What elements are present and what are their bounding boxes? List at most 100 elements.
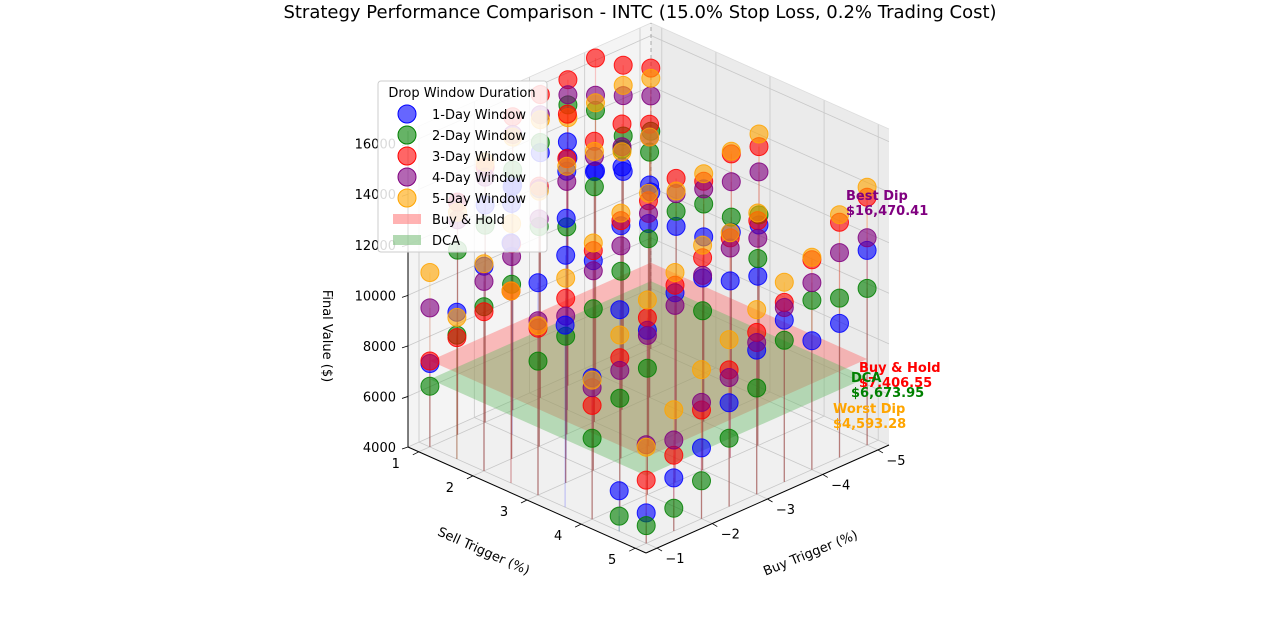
data-point (639, 183, 658, 203)
x-tick-mark (822, 474, 828, 478)
data-point (637, 308, 657, 328)
data-point (747, 300, 767, 320)
legend-marker (397, 167, 417, 187)
x-tick-label: −4 (831, 479, 850, 494)
data-point (637, 325, 657, 345)
data-point (692, 360, 711, 380)
y-tick-mark (466, 475, 474, 480)
data-point (609, 506, 629, 526)
data-point (720, 223, 740, 243)
data-point (665, 263, 685, 282)
x-tick-label: −5 (886, 454, 905, 469)
data-point (636, 516, 656, 536)
x-tick-mark (656, 547, 663, 552)
data-point (609, 481, 629, 501)
data-point (747, 333, 767, 352)
data-point (582, 395, 602, 415)
y-tick-label: 5 (608, 553, 616, 568)
data-point (774, 272, 794, 292)
z-tick-label: 10000 (355, 289, 396, 304)
z-tick-mark (401, 345, 409, 349)
data-point (474, 271, 494, 291)
x-tick-label: −2 (721, 528, 740, 543)
data-point (447, 328, 467, 348)
x-tick-label: −3 (776, 503, 795, 518)
annotations: Best Dip $16,470.41 Buy & Hold $7,406.55DCA… (833, 189, 941, 432)
x-tick-mark (877, 449, 884, 454)
data-point (557, 104, 577, 124)
z-tick-label: 8000 (363, 340, 396, 355)
data-point (556, 288, 576, 308)
data-point (693, 265, 713, 285)
data-point (611, 261, 631, 281)
data-point (612, 142, 632, 162)
data-point (610, 325, 630, 345)
data-point (639, 203, 658, 223)
y-tick-mark (412, 451, 419, 456)
data-point (857, 177, 877, 197)
x-axis-label: Buy Trigger (%) (761, 528, 860, 580)
data-point (666, 201, 686, 221)
annotation-buy-hold: Buy & Hold $7,406.55 (859, 361, 941, 391)
legend-marker (397, 125, 417, 145)
data-point (447, 307, 467, 327)
data-point (556, 245, 576, 265)
data-point (721, 172, 741, 192)
x-tick-mark (767, 498, 773, 503)
data-point (719, 393, 739, 413)
data-point (613, 55, 633, 75)
legend-label: DCA (432, 234, 460, 249)
data-point (664, 498, 684, 518)
data-point (748, 203, 768, 223)
data-point (665, 295, 685, 315)
data-point (857, 278, 877, 298)
z-axis-label: Final Value ($) (319, 290, 334, 382)
data-point (641, 86, 661, 106)
data-point (857, 228, 877, 248)
data-point (664, 468, 684, 488)
data-point (583, 233, 603, 253)
data-point (610, 360, 630, 380)
data-point (830, 243, 849, 263)
data-point (474, 254, 494, 274)
data-point (666, 181, 686, 201)
data-point (720, 271, 740, 291)
data-point (747, 378, 767, 398)
legend-marker (397, 146, 417, 166)
data-point (582, 428, 602, 448)
data-point (719, 368, 739, 387)
data-point (719, 428, 739, 448)
legend-marker (397, 188, 417, 208)
z-tick-mark (401, 446, 409, 450)
legend-label: 4-Day Window (432, 171, 526, 186)
data-point (748, 228, 768, 248)
data-point (586, 48, 605, 68)
data-point (556, 208, 576, 228)
y-tick-label: 4 (554, 529, 562, 544)
annotation-best-dip: Best Dip $16,470.41 (846, 189, 928, 219)
data-point (639, 229, 658, 249)
data-point (802, 331, 822, 351)
z-tick-label: 6000 (363, 390, 396, 405)
y-tick-mark (629, 547, 636, 552)
data-point (641, 68, 661, 88)
data-point (748, 266, 768, 286)
data-point (693, 235, 713, 255)
data-point (420, 351, 440, 371)
data-point (584, 141, 604, 161)
data-point (719, 330, 739, 350)
annotation-dca: DCA $6,673.95 (851, 371, 924, 401)
data-point (613, 75, 633, 95)
data-point (528, 273, 548, 293)
legend-title: Drop Window Duration (388, 86, 535, 101)
y-tick-label: 1 (392, 457, 400, 472)
data-point (582, 370, 602, 390)
z-tick-mark (401, 294, 409, 298)
data-point (664, 400, 684, 420)
data-point (612, 114, 632, 134)
data-point (420, 263, 440, 282)
data-point (528, 316, 548, 336)
data-point (610, 388, 630, 408)
data-point (611, 203, 631, 223)
